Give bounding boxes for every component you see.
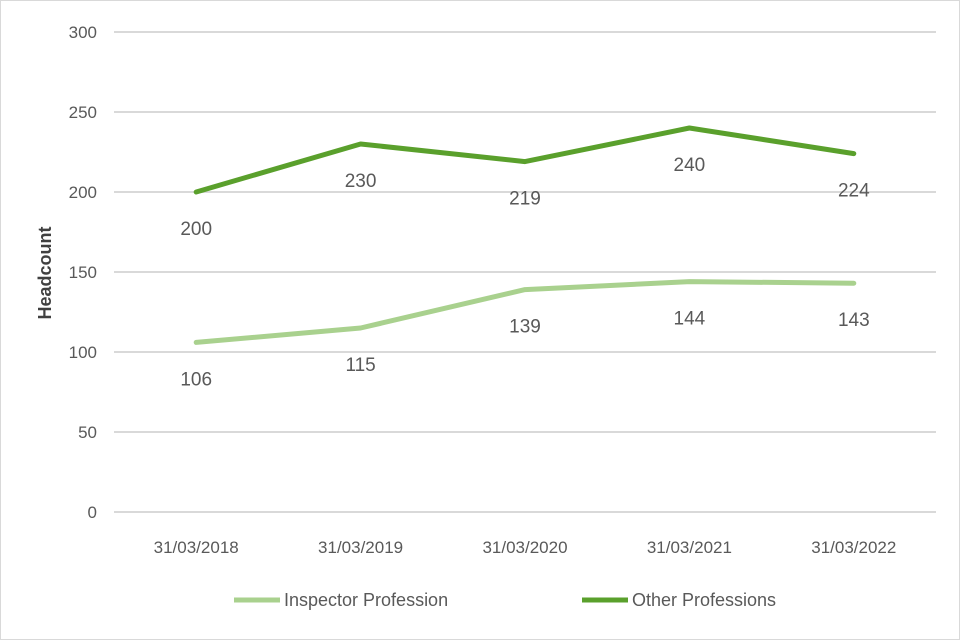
y-tick-label: 150 bbox=[69, 263, 97, 282]
y-tick-label: 0 bbox=[88, 503, 97, 522]
legend-label: Inspector Profession bbox=[284, 590, 448, 610]
y-tick-label: 100 bbox=[69, 343, 97, 362]
legend-item: Inspector Profession bbox=[234, 590, 448, 610]
y-tick-label: 300 bbox=[69, 23, 97, 42]
x-tick-label: 31/03/2018 bbox=[154, 538, 239, 557]
series bbox=[193, 125, 857, 345]
data-label: 240 bbox=[674, 155, 706, 176]
data-label: 230 bbox=[345, 171, 377, 192]
y-tick-label: 200 bbox=[69, 183, 97, 202]
data-label: 224 bbox=[838, 181, 870, 202]
series-line bbox=[193, 125, 857, 195]
y-tick-label: 250 bbox=[69, 103, 97, 122]
x-tick-label: 31/03/2021 bbox=[647, 538, 732, 557]
x-tick-label: 31/03/2019 bbox=[318, 538, 403, 557]
data-label: 200 bbox=[180, 219, 212, 240]
data-label: 144 bbox=[674, 309, 706, 330]
data-label: 143 bbox=[838, 310, 870, 331]
data-labels: 106 115 139 144 143 200 230 219 240 224 bbox=[180, 155, 870, 390]
data-label: 115 bbox=[345, 355, 375, 376]
x-axis-categories: 31/03/2018 31/03/2019 31/03/2020 31/03/2021… bbox=[154, 538, 897, 557]
y-axis-title: Headcount bbox=[35, 226, 55, 319]
y-tick-label: 50 bbox=[78, 423, 97, 442]
x-tick-label: 31/03/2022 bbox=[811, 538, 896, 557]
x-tick-label: 31/03/2020 bbox=[482, 538, 567, 557]
y-axis-ticks: 0 50 100 150 200 250 300 bbox=[69, 23, 97, 522]
legend-item: Other Professions bbox=[582, 590, 776, 610]
data-label: 219 bbox=[509, 189, 541, 210]
gridlines bbox=[114, 31, 936, 513]
data-label: 106 bbox=[180, 369, 212, 390]
legend: Inspector Profession Other Professions bbox=[234, 590, 776, 610]
data-label: 139 bbox=[509, 317, 541, 338]
legend-label: Other Professions bbox=[632, 590, 776, 610]
